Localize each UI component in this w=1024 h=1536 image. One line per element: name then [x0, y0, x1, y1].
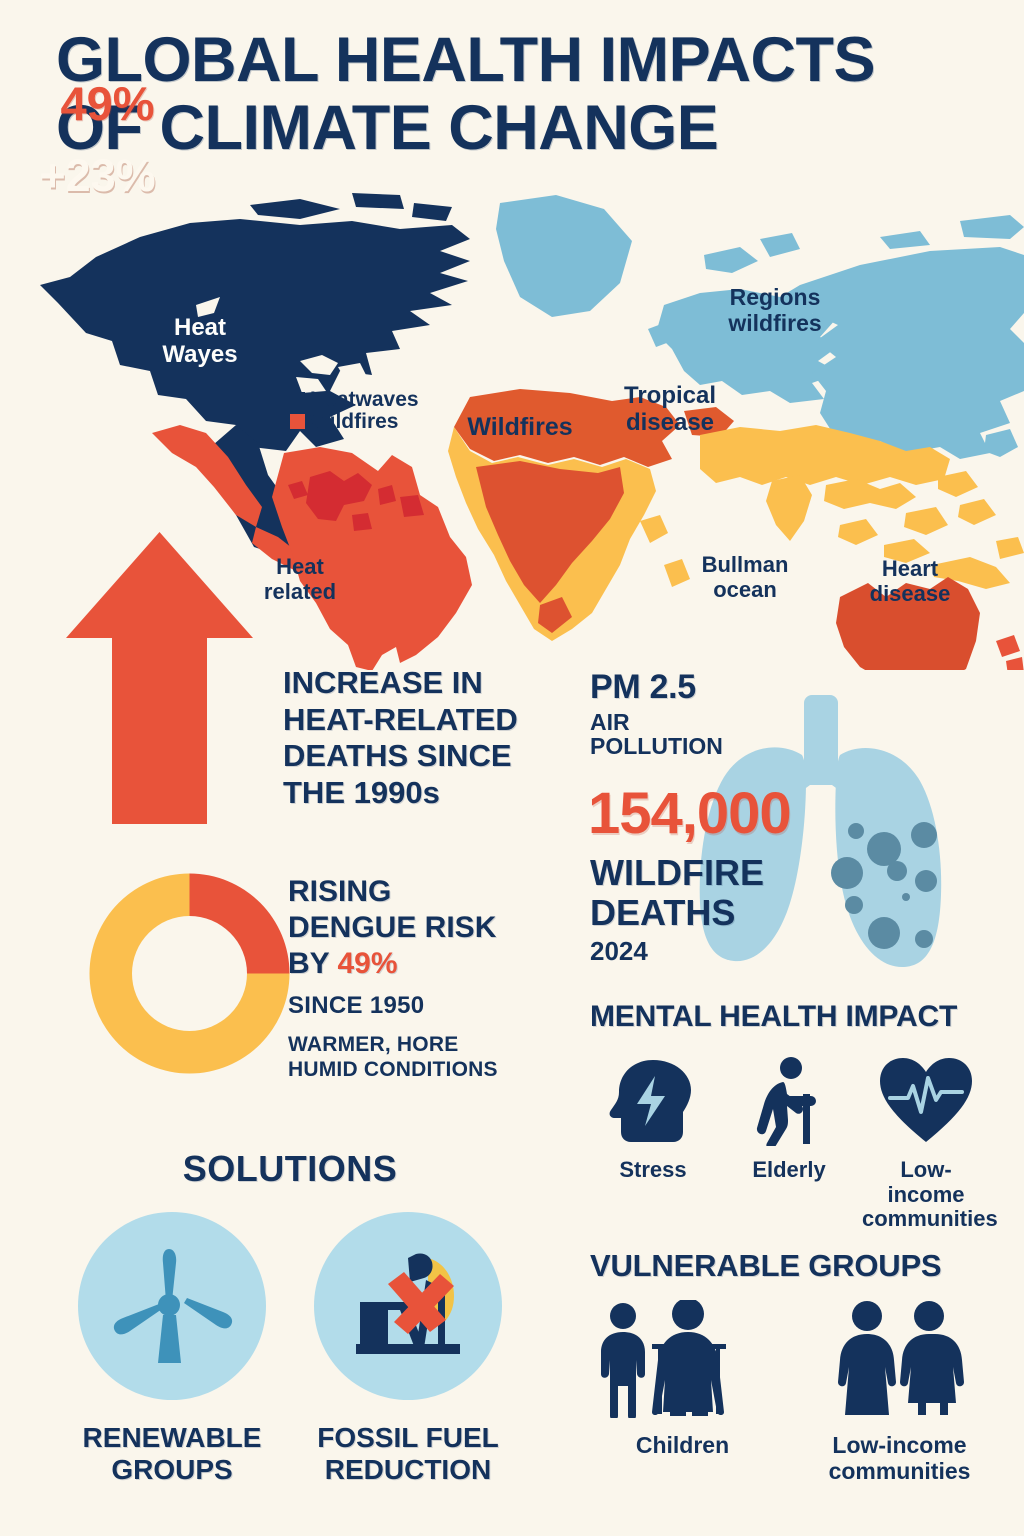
mental-health-section: MENTAL HEALTH IMPACT Stress: [590, 1000, 998, 1232]
head-lightning-icon: [590, 1050, 716, 1146]
dengue-cond-line-2: HUMID CONDITIONS: [288, 1058, 498, 1082]
dengue-caption: RISING DENGUE RISK BY 49% SINCE 1950 WAR…: [288, 874, 558, 1082]
solutions-section: SOLUTIONS RENEWABLE GROUPS: [40, 1148, 540, 1487]
map-region-north-america: [40, 193, 470, 569]
mental-health-item-stress: Stress: [590, 1050, 716, 1232]
mental-health-label-low-income: Low-income communities: [862, 1157, 998, 1232]
dengue-donut-chart: [82, 866, 297, 1081]
pm25-air-pollution-stat: PM 2.5 AIR POLLUTION 154,000 WILDFIRE DE…: [588, 668, 990, 998]
legend-swatch-wildfires: [290, 414, 305, 429]
heat-caption-suffix: s: [422, 774, 440, 810]
world-map-svg: [40, 193, 1024, 670]
map-legend: Heatwaves Wildfires: [290, 389, 419, 433]
pm25-deaths-label: WILDFIRE DEATHS: [590, 853, 764, 932]
map-region-south-america: [272, 447, 472, 670]
donut-segment-remainder: [89, 873, 290, 1074]
map-region-far-east: [984, 429, 1018, 457]
map-region-new-guinea: [932, 557, 1010, 589]
legend-swatch-heatwaves: [290, 392, 305, 407]
pm25-title: PM 2.5: [590, 668, 696, 706]
vulnerable-group-label-children: Children: [635, 1432, 730, 1458]
mental-health-items: Stress Elderly: [590, 1050, 998, 1232]
legend-item-wildfires: Wildfires: [290, 411, 419, 432]
page-title: GLOBAL HEALTH IMPACTS OF CLIMATE CHANGE: [56, 26, 956, 162]
heat-caption-line-4: THE 1990: [283, 774, 423, 810]
solution-label-fossil-fuel-line-1: FOSSIL FUEL: [317, 1422, 499, 1453]
mental-health-label-elderly: Elderly: [752, 1157, 826, 1182]
solution-label-fossil-fuel-line-2: REDUCTION: [324, 1454, 492, 1486]
pm25-subtitle: AIR POLLUTION: [590, 710, 723, 759]
heat-caption-line-2: HEAT-RELATED: [283, 701, 518, 737]
heat-caption-line-1: INCREASE IN: [283, 665, 483, 700]
vulnerable-groups-items: Children Low-income communities: [590, 1298, 990, 1484]
map-region-greenland: [496, 195, 632, 317]
dengue-cond-line-1: WARMER, HORE: [288, 1033, 459, 1056]
up-arrow-icon: [66, 532, 253, 824]
dengue-since: SINCE 1950: [288, 992, 425, 1019]
map-region-north-africa: [454, 389, 734, 467]
heat-deaths-caption: INCREASE IN HEAT-RELATED DEATHS SINCE TH…: [283, 665, 563, 811]
legend-label-wildfires: Wildfires: [310, 410, 399, 433]
vulnerable-groups-heading: VULNERABLE GROUPS: [590, 1248, 942, 1283]
map-region-europe: [648, 233, 840, 403]
solution-item-fossil-fuel: FOSSIL FUEL REDUCTION: [314, 1212, 502, 1487]
solution-label-fossil-fuel: FOSSIL FUEL REDUCTION: [314, 1422, 502, 1487]
map-region-northern-eurasia: [800, 215, 1024, 459]
title-line-1: GLOBAL HEALTH IMPACTS: [56, 25, 875, 95]
child-and-elder-icon: [590, 1298, 775, 1418]
dengue-head-accent: 49%: [337, 947, 398, 980]
pm25-deaths-line-1: WILDFIRE: [590, 852, 764, 893]
dengue-center-percent: 49%: [60, 77, 155, 130]
donut-segment-highlight: [189, 873, 290, 974]
heat-deaths-arrow-stat: [62, 528, 257, 828]
map-region-central-africa: [476, 461, 624, 633]
vulnerable-group-low-income: Low-income communities: [809, 1298, 990, 1484]
elderly-cane-icon: [726, 1050, 852, 1146]
pollution-particles: [831, 822, 937, 949]
heart-pulse-icon: [862, 1050, 990, 1146]
mental-health-label-stress: Stress: [619, 1157, 687, 1182]
solution-circle-renewable: [78, 1212, 266, 1400]
mental-health-item-low-income: Low-income communities: [862, 1050, 998, 1232]
dengue-headline: RISING DENGUE RISK BY 49%: [288, 874, 558, 982]
title-line-2: OF CLIMATE CHANGE: [56, 93, 719, 164]
mental-health-item-elderly: Elderly: [726, 1050, 852, 1232]
mental-health-heading: MENTAL HEALTH IMPACT: [590, 1000, 958, 1033]
wind-turbine-icon: [113, 1249, 233, 1363]
dengue-head-line-3-prefix: BY: [288, 947, 338, 980]
solution-item-renewable: RENEWABLE GROUPS: [78, 1212, 266, 1487]
pm25-sub-line-1: AIR: [590, 709, 630, 735]
pm25-year: 2024: [590, 936, 648, 966]
map-region-australia: [836, 577, 980, 670]
lungs-icon: [699, 695, 942, 967]
solutions-heading: SOLUTIONS: [182, 1148, 398, 1189]
pm25-death-count: 154,000: [588, 781, 792, 846]
solution-label-renewable: RENEWABLE GROUPS: [78, 1422, 266, 1487]
vulnerable-group-children: Children: [590, 1298, 775, 1484]
two-people-icon: [809, 1298, 990, 1418]
heat-caption-line-3: DEATHS SINCE: [283, 738, 512, 774]
legend-label-heatwaves: Heatwaves: [310, 388, 419, 411]
solutions-items: RENEWABLE GROUPS: [40, 1212, 540, 1487]
map-region-south-asia: [700, 425, 1024, 563]
oil-pump-crossed-icon: [356, 1253, 460, 1354]
dengue-head-line-2: DENGUE RISK: [288, 911, 497, 944]
vulnerable-group-label-low-income: Low-income communities: [828, 1432, 971, 1485]
donut-hole: [132, 916, 247, 1031]
donut-chart-svg: [89, 873, 290, 1074]
dengue-head-line-1: RISING: [288, 875, 392, 908]
solution-label-renewable-line-2: GROUPS: [111, 1454, 233, 1486]
pm25-deaths-line-2: DEATHS: [590, 891, 736, 933]
solution-circle-fossil-fuel: [314, 1212, 502, 1400]
heat-deaths-percent: +23%: [39, 150, 156, 201]
dengue-conditions: WARMER, HORE HUMID CONDITIONS: [288, 1032, 558, 1082]
legend-item-heatwaves: Heatwaves: [290, 389, 419, 410]
map-region-new-zealand: [996, 635, 1024, 670]
vulnerable-groups-section: VULNERABLE GROUPS: [590, 1248, 990, 1484]
pm25-sub-line-2: POLLUTION: [590, 733, 723, 760]
solution-label-renewable-line-1: RENEWABLE: [82, 1422, 262, 1453]
